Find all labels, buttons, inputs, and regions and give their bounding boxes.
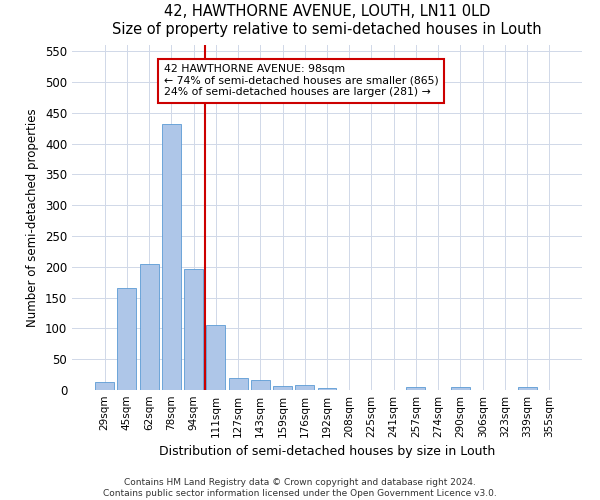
Bar (406, 387, 425, 390)
Bar (518, 387, 536, 390)
Bar (140, 264, 158, 390)
Bar (295, 385, 314, 390)
Y-axis label: Number of semi-detached properties: Number of semi-detached properties (26, 108, 40, 327)
Bar (251, 380, 270, 390)
Bar (317, 388, 337, 390)
Bar (206, 324, 225, 390)
Title: 42, HAWTHORNE AVENUE, LOUTH, LN11 0LD
Size of property relative to semi-detached: 42, HAWTHORNE AVENUE, LOUTH, LN11 0LD Si… (112, 4, 542, 37)
Text: Contains HM Land Registry data © Crown copyright and database right 2024.
Contai: Contains HM Land Registry data © Crown c… (103, 478, 497, 498)
Bar (273, 386, 292, 390)
X-axis label: Distribution of semi-detached houses by size in Louth: Distribution of semi-detached houses by … (159, 446, 495, 458)
Bar (95, 382, 114, 390)
Bar (451, 387, 470, 390)
Bar (162, 124, 181, 390)
Bar (118, 288, 136, 390)
Bar (184, 268, 203, 390)
Text: 42 HAWTHORNE AVENUE: 98sqm
← 74% of semi-detached houses are smaller (865)
24% o: 42 HAWTHORNE AVENUE: 98sqm ← 74% of semi… (164, 64, 439, 97)
Bar (229, 378, 248, 390)
